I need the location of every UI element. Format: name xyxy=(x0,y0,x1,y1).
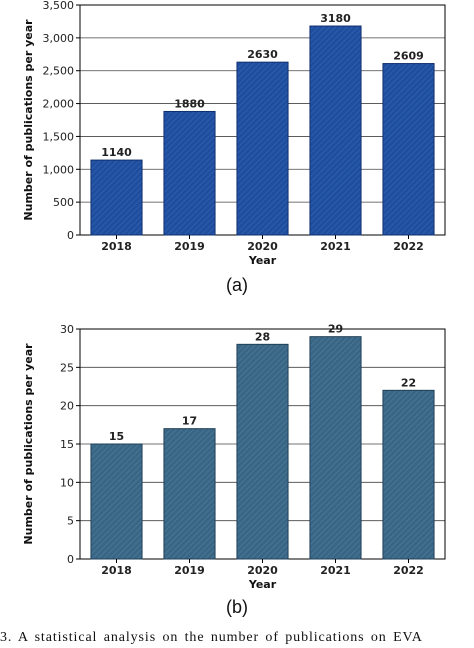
x-tick-label: 2019 xyxy=(174,240,205,253)
x-axis-label: Year xyxy=(248,578,277,591)
y-tick-label: 0 xyxy=(67,229,74,242)
x-tick-label: 2022 xyxy=(393,240,424,253)
data-label: 29 xyxy=(328,323,343,336)
y-tick-label: 1,000 xyxy=(43,163,75,176)
x-axis-label: Year xyxy=(248,254,277,267)
y-axis-label: Number of publications per year xyxy=(22,343,35,545)
y-tick-label: 0 xyxy=(67,553,74,566)
y-tick-label: 20 xyxy=(60,400,74,413)
bar xyxy=(90,443,143,560)
y-tick-label: 30 xyxy=(60,323,74,336)
data-label: 1140 xyxy=(101,146,132,159)
bar xyxy=(163,110,216,236)
bar xyxy=(382,63,435,236)
panel-label: (b) xyxy=(226,597,248,617)
data-label: 17 xyxy=(182,415,197,428)
bar xyxy=(382,389,435,560)
x-tick-label: 2018 xyxy=(101,240,132,253)
y-tick-label: 10 xyxy=(60,476,74,489)
y-tick-label: 3,000 xyxy=(43,32,75,45)
y-tick-label: 2,500 xyxy=(43,65,75,78)
bar xyxy=(236,61,289,236)
x-tick-label: 2022 xyxy=(393,564,424,577)
panel-label: (a) xyxy=(226,275,248,295)
y-tick-label: 2,000 xyxy=(43,98,75,111)
x-tick-label: 2021 xyxy=(320,564,351,577)
figure: 0 500 1,000 1,500 2,000 2,500 3,000 3,500 1140 20… xyxy=(22,0,446,617)
bar xyxy=(309,336,362,560)
data-label: 3180 xyxy=(320,12,351,25)
data-label: 22 xyxy=(401,376,416,389)
y-tick-label: 3,500 xyxy=(43,0,75,12)
bar xyxy=(309,25,362,236)
y-tick-label: 25 xyxy=(60,361,74,374)
x-tick-label: 2020 xyxy=(247,564,278,577)
x-tick-label: 2021 xyxy=(320,240,351,253)
y-tick-label: 5 xyxy=(67,515,74,528)
data-label: 28 xyxy=(255,330,270,343)
bar xyxy=(90,159,143,236)
data-label: 1880 xyxy=(174,97,205,110)
chart-a: 0 500 1,000 1,500 2,000 2,500 3,000 3,500 1140 20… xyxy=(22,0,446,295)
x-tick-label: 2018 xyxy=(101,564,132,577)
figure-caption: 3. A statistical analysis on the number … xyxy=(0,630,423,645)
y-axis-label: Number of publications per year xyxy=(22,19,35,221)
bar xyxy=(163,428,216,560)
y-tick-label: 1,500 xyxy=(43,130,75,143)
x-tick-label: 2019 xyxy=(174,564,205,577)
chart-b: 0 5 10 15 20 25 30 15 2018 17 2019 28 2020 29 2021 22 20… xyxy=(22,323,446,617)
data-label: 2630 xyxy=(247,48,278,61)
x-tick-label: 2020 xyxy=(247,240,278,253)
y-tick-label: 15 xyxy=(60,438,74,451)
y-tick-label: 500 xyxy=(53,196,74,209)
bar xyxy=(236,343,289,560)
data-label: 2609 xyxy=(393,50,424,63)
data-label: 15 xyxy=(109,430,124,443)
